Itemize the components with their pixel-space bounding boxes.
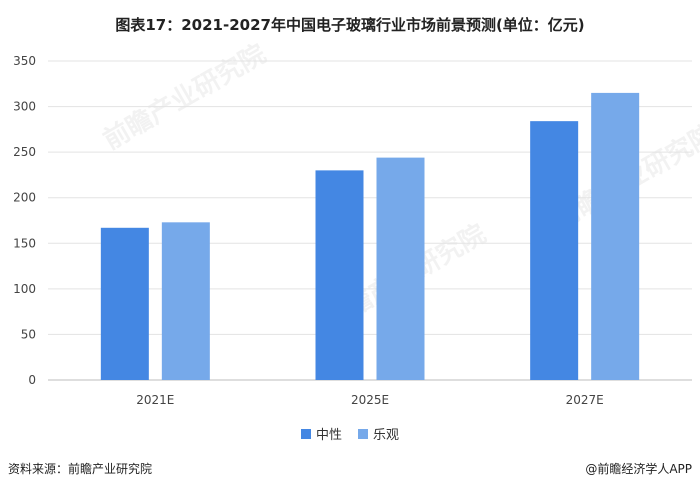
- legend-label-series-0: 中性: [315, 428, 342, 443]
- y-tick-label: 0: [28, 373, 36, 387]
- watermark-text: 前瞻产业研究院: [98, 38, 271, 156]
- credit-note: @前瞻经济学人APP: [585, 462, 692, 476]
- y-tick-label: 200: [13, 191, 36, 205]
- y-tick-label: 150: [13, 236, 36, 250]
- bar-2027e-series-0: [530, 121, 579, 380]
- legend-item-series-0: 中性: [300, 424, 342, 443]
- legend-swatch-series-1: [358, 428, 368, 439]
- chart-title: 图表17：2021-2027年中国电子玻璃行业市场前景预测(单位：亿元): [115, 16, 585, 34]
- x-tick-label: 2027E: [566, 393, 604, 407]
- y-tick-label: 250: [13, 145, 36, 159]
- bar-2027e-series-1: [591, 92, 640, 381]
- bar-2021e-series-1: [161, 222, 210, 380]
- bar-2025e-series-1: [376, 157, 425, 380]
- x-tick-label: 2021E: [136, 393, 174, 407]
- x-tick-label: 2025E: [351, 393, 389, 407]
- bar-2025e-series-0: [315, 170, 364, 380]
- y-tick-label: 50: [21, 327, 36, 341]
- y-tick-label: 300: [13, 100, 36, 114]
- legend-label-series-1: 乐观: [373, 428, 400, 443]
- bar-chart: 前瞻产业研究院前瞻产业研究院前瞻产业研究院0501001502002503003…: [13, 38, 700, 407]
- legend-swatch-series-0: [300, 428, 311, 439]
- bar-2021e-series-0: [100, 227, 149, 380]
- y-tick-label: 100: [13, 282, 36, 296]
- legend: 中性 乐观: [0, 424, 700, 443]
- y-tick-label: 350: [13, 54, 36, 68]
- source-note: 资料来源：前瞻产业研究院: [8, 462, 153, 476]
- legend-item-series-1: 乐观: [358, 424, 399, 443]
